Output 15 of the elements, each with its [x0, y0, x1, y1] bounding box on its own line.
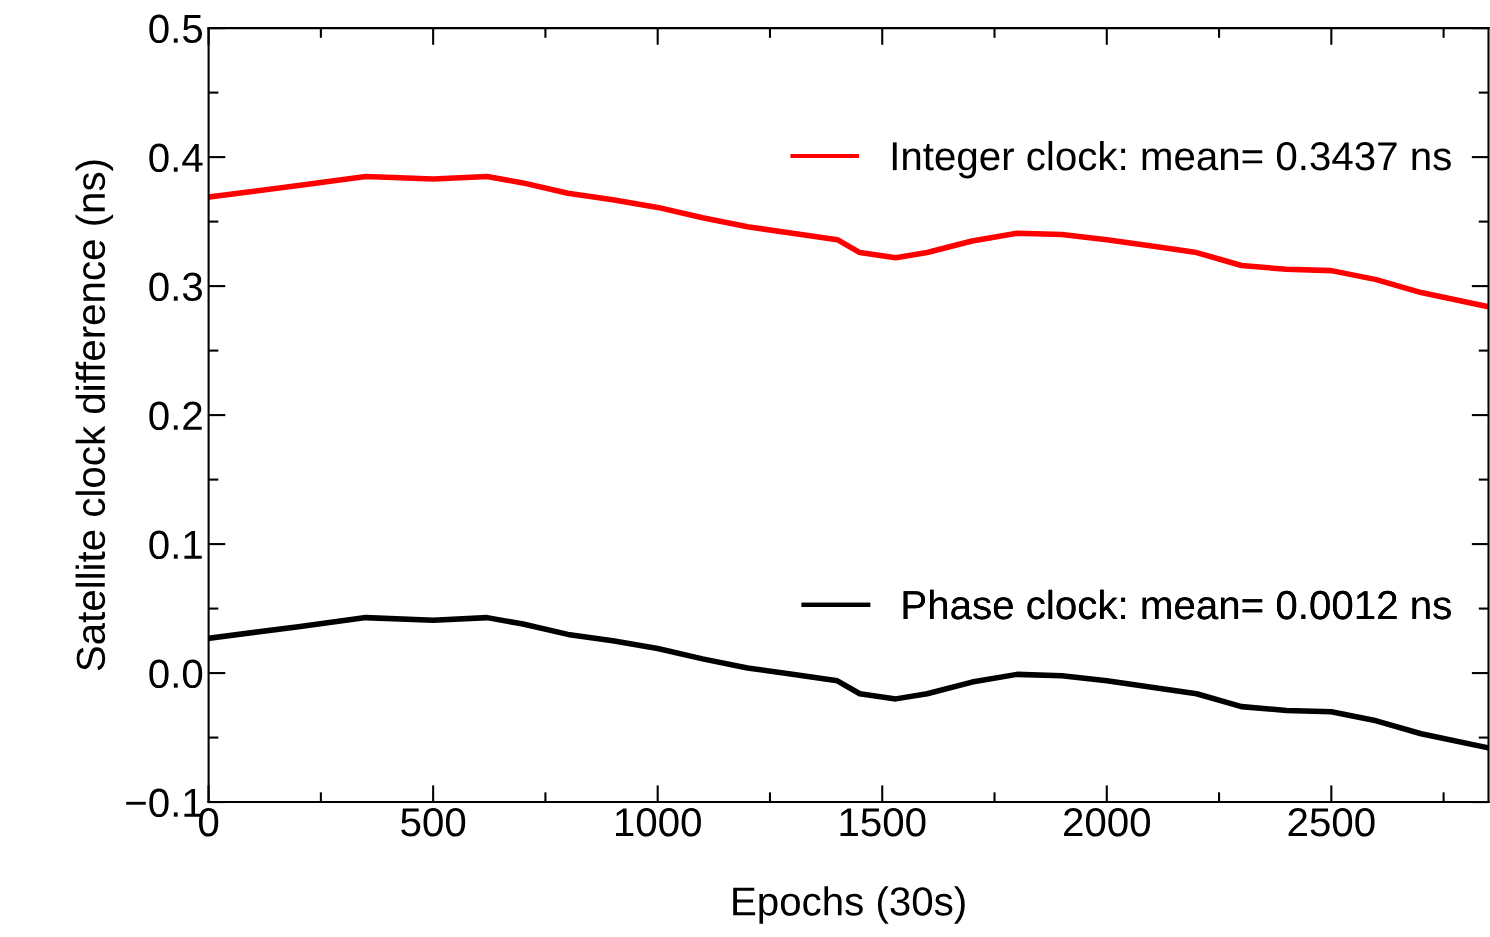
x-tick-label: 2500 [1288, 808, 1375, 837]
y-axis-title: Satellite clock difference (ns) [75, 160, 114, 671]
legend-label: Phase clock: mean= 0.0012 ns [903, 589, 1451, 620]
x-tick-label: 1500 [840, 808, 926, 837]
y-tick-label: 0.5 [149, 14, 203, 44]
x-tick-label: 2000 [1064, 808, 1151, 837]
y-tick-label: 0.3 [149, 272, 202, 302]
x-tick-label: 1000 [615, 808, 701, 837]
y-tick-label: 0.1 [149, 530, 202, 560]
x-tick-label: 500 [401, 808, 466, 837]
y-tick-label: 0.0 [149, 659, 203, 689]
y-tick-label: 0.2 [149, 401, 202, 431]
x-axis-title: Epochs (30s) [733, 886, 965, 924]
legend-label: Integer clock: mean= 0.3437 ns [892, 140, 1451, 179]
y-tick-label: 0.4 [149, 143, 203, 173]
